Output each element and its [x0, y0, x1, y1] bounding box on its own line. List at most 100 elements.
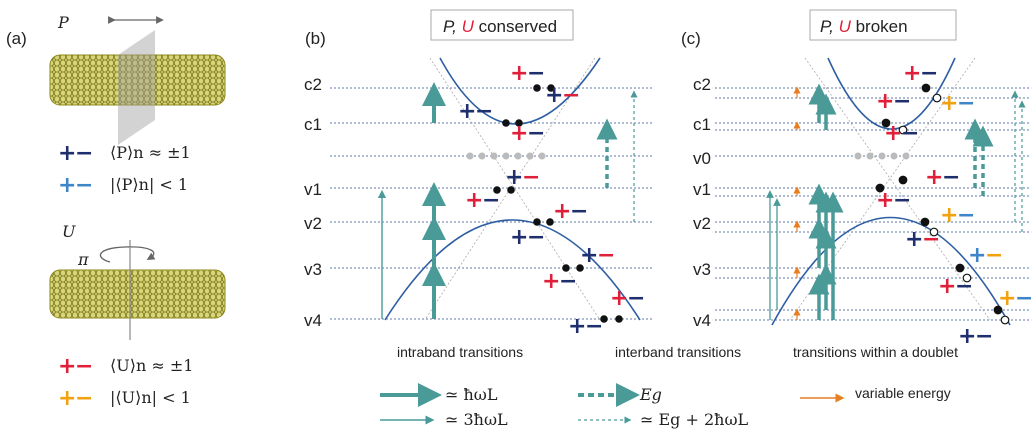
dot-grey-c-2	[878, 152, 886, 160]
sign-c-c1a-plus: +	[884, 121, 902, 146]
title-b: P, U conserved	[443, 17, 557, 36]
legend-interband-2: ≃ Eg + 2ħωL	[640, 410, 749, 429]
dot-c-7	[929, 227, 939, 237]
conduction-band-c	[827, 57, 956, 130]
u-legend-sign-1: +−	[58, 386, 93, 411]
sign-c-c1a: +−	[884, 121, 919, 146]
dot-b-5	[507, 186, 515, 194]
dot-b-1	[515, 119, 523, 127]
p-legend-text-0: ⟨P⟩n ≈ ±1	[110, 143, 191, 162]
sign-b-c2b: +−	[545, 83, 580, 108]
sign-c-v4a-minus: −	[1015, 286, 1031, 311]
dot-c-10	[993, 305, 1003, 315]
level-label-c-c2: c2	[693, 75, 711, 94]
level-label-c-c1: c1	[693, 115, 711, 134]
sign-b-v4a: +−	[610, 286, 645, 311]
valence-band-b	[384, 219, 641, 321]
sign-b-c2b-minus: −	[562, 83, 580, 108]
dot-c-0	[881, 118, 891, 128]
sign-b-v2a: +−	[553, 199, 588, 224]
level-label-b-v2: v2	[304, 214, 322, 233]
u-symbol: U	[62, 222, 76, 241]
sign-c-c2c-minus: −	[957, 91, 975, 116]
sign-c-c1a-minus: −	[901, 121, 919, 146]
dot-grey-b-3	[502, 152, 510, 160]
sign-c-c2c-plus: +	[940, 91, 958, 116]
sign-c-c2b-plus: +	[876, 89, 894, 114]
dot-c-5	[898, 175, 908, 185]
sign-c-v2a-plus: +	[940, 203, 958, 228]
u-legend-sign-1-plus: +	[58, 386, 76, 411]
level-label-b-c2: c2	[304, 75, 322, 94]
u-legend-text-1: |⟨U⟩n| < 1	[110, 388, 191, 407]
sign-b-v4a-plus: +	[610, 286, 628, 311]
panel-label-c: (c)	[681, 29, 701, 48]
dot-b-6	[533, 218, 541, 226]
sign-b-c2b-plus: +	[545, 83, 563, 108]
p-symbol: P	[57, 13, 69, 32]
pi-symbol: π	[77, 250, 89, 269]
sign-b-c1a: +−	[458, 99, 493, 124]
nanotube-top	[49, 54, 226, 106]
sign-c-c2a-minus: −	[920, 61, 938, 86]
u-legend-sign-1-minus: −	[75, 386, 93, 411]
sign-c-v4b-plus: +	[958, 324, 976, 349]
level-label-c-v1: v1	[693, 180, 711, 199]
sign-b-v1a: +−	[505, 165, 540, 190]
dot-grey-b-1	[478, 152, 486, 160]
sign-c-v3a-plus: +	[968, 243, 986, 268]
panel-label-a: (a)	[6, 29, 27, 48]
rotation-arrow	[99, 246, 156, 263]
dot-b-4	[493, 186, 501, 194]
dot-grey-b-4	[514, 152, 522, 160]
sign-c-v2a-minus: −	[957, 203, 975, 228]
cone-line-b-1	[429, 57, 601, 321]
sign-b-v2b: +−	[510, 225, 545, 250]
dot-c-2	[921, 83, 931, 93]
dot-c-4	[875, 183, 885, 193]
p-legend-sign-1-plus: +	[58, 173, 76, 198]
dot-grey-c-4	[902, 152, 910, 160]
sign-c-c2c: +−	[940, 91, 975, 116]
dot-grey-b-0	[466, 152, 474, 160]
nanotube-bottom	[49, 269, 226, 319]
dot-grey-b-5	[526, 152, 534, 160]
legend-variable: variable energy	[855, 385, 951, 401]
sign-b-v1a-minus: −	[522, 165, 540, 190]
sign-b-c2a-minus: −	[527, 61, 545, 86]
level-label-b-v4: v4	[304, 311, 322, 330]
u-legend-sign-0-minus: −	[75, 354, 93, 379]
sign-c-v1b-plus: +	[876, 188, 894, 213]
sign-b-c1a-plus: +	[458, 99, 476, 124]
sign-c-v1a: +−	[925, 165, 960, 190]
legend-interband-title: interband transitions	[615, 344, 741, 360]
valence-band-c	[771, 216, 1011, 326]
sign-c-v2a: +−	[940, 203, 975, 228]
dot-grey-b-2	[490, 152, 498, 160]
sign-b-c2a: +−	[510, 61, 545, 86]
dot-c-1	[898, 125, 908, 135]
sign-c-v2b-minus: −	[922, 227, 940, 252]
sign-b-v4a-minus: −	[627, 286, 645, 311]
sign-c-v4a: +−	[998, 286, 1031, 311]
sign-c-v3a: +−	[968, 243, 1003, 268]
sign-c-v4b: +−	[958, 324, 993, 349]
level-label-b-v3: v3	[304, 260, 322, 279]
sign-b-v1a-plus: +	[505, 165, 523, 190]
dot-c-3	[932, 93, 942, 103]
sign-c-v3b-minus: −	[955, 274, 973, 299]
p-legend-text-1: |⟨P⟩n| < 1	[110, 175, 188, 194]
mirror-plane	[118, 30, 155, 145]
level-label-c-v4: v4	[693, 311, 711, 330]
sign-b-v2b-minus: −	[527, 225, 545, 250]
title-box-c	[809, 9, 957, 41]
p-legend-sign-1: +−	[58, 173, 93, 198]
legend-intraband-title: intraband transitions	[397, 344, 523, 360]
sign-b-c1b-minus: −	[527, 121, 545, 146]
level-label-c-v0: v0	[693, 149, 711, 168]
level-label-c-v2: v2	[693, 214, 711, 233]
dot-c-11	[1000, 315, 1010, 325]
sign-b-v4b-plus: +	[568, 314, 586, 339]
dot-b-2	[533, 84, 541, 92]
dot-c-6	[920, 217, 930, 227]
